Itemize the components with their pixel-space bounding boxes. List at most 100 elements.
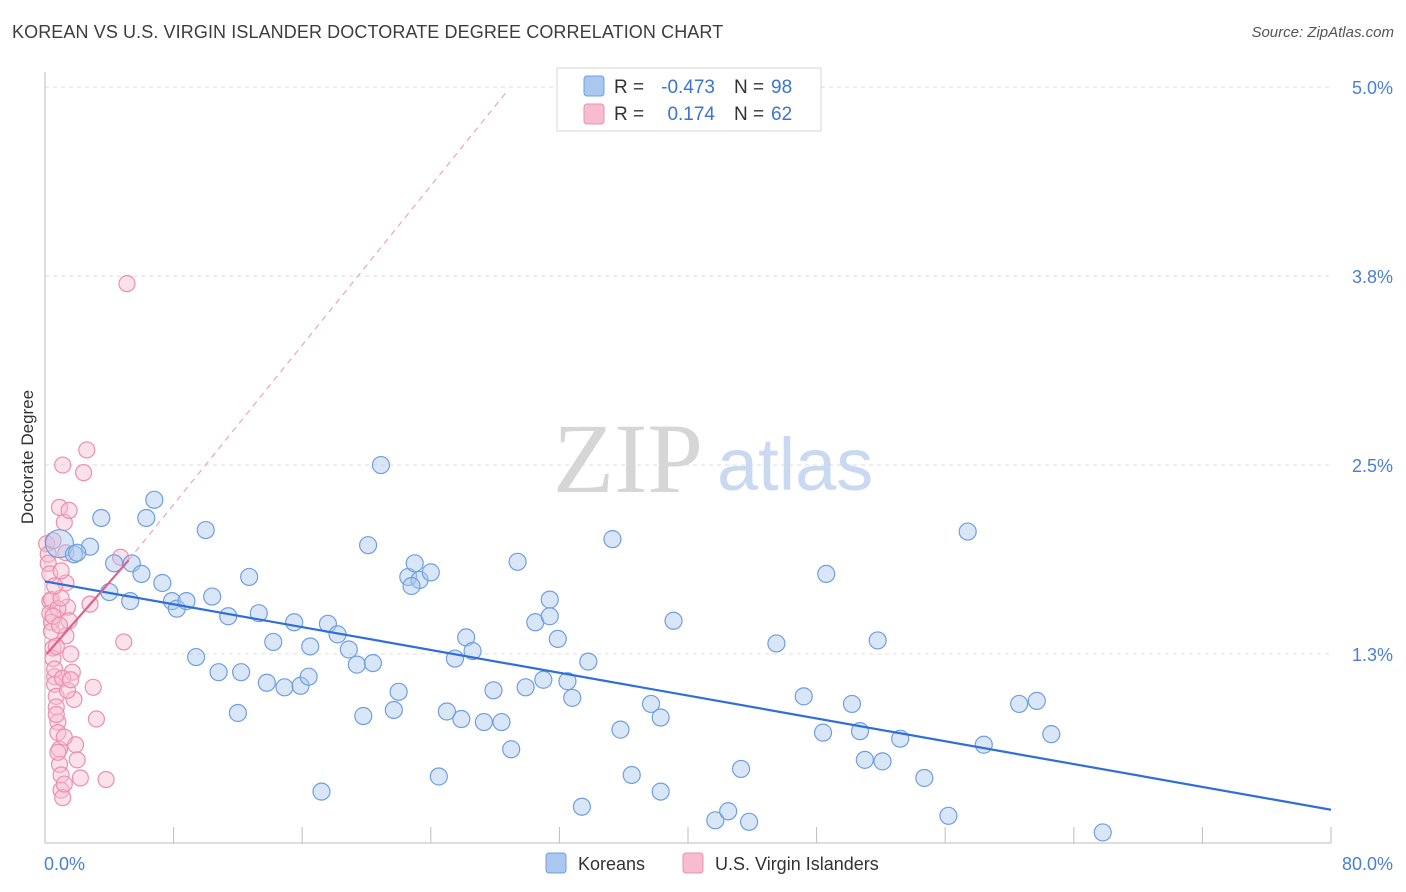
bottom-legend-koreans: Koreans: [578, 854, 645, 874]
virgin-islander-point: [39, 545, 57, 563]
korean-point: [603, 530, 622, 549]
virgin-islander-point: [55, 775, 73, 793]
trend-lines: [44, 89, 1332, 811]
virgin-islander-point: [115, 633, 133, 651]
legend-swatch-virgin: [583, 103, 605, 125]
korean-point: [719, 802, 738, 821]
koreans-trend-line: [44, 580, 1332, 811]
korean-point: [611, 720, 630, 739]
korean-point: [731, 759, 751, 779]
virgin-islander-point: [52, 766, 70, 784]
korean-point: [484, 681, 503, 700]
legend-virgin-n-value: 62: [771, 104, 792, 125]
korean-point: [402, 576, 421, 596]
virgin-islander-point: [68, 751, 86, 769]
virgin-islander-point: [55, 728, 73, 746]
watermark-atlas: atlas: [717, 423, 873, 506]
korean-point: [359, 536, 378, 555]
korean-point: [347, 655, 366, 674]
y-tick-label: 1.3%: [1352, 645, 1393, 665]
koreans-points: [44, 455, 1112, 842]
legend-virgin-r-label: R =: [614, 104, 644, 125]
korean-point: [563, 688, 582, 707]
x-tick-label: 80.0%: [1342, 854, 1393, 874]
korean-point: [558, 672, 577, 691]
legend-swatch-koreans: [583, 75, 605, 97]
korean-point: [767, 634, 786, 653]
korean-point: [132, 564, 151, 584]
korean-point: [492, 712, 511, 732]
bottom-legend-virgin: U.S. Virgin Islanders: [715, 854, 879, 874]
korean-point: [196, 520, 215, 540]
korean-point: [105, 554, 124, 573]
virgin-islander-point: [74, 464, 93, 482]
korean-point: [548, 629, 567, 649]
virgin-islander-point: [47, 637, 65, 656]
korean-point: [275, 678, 294, 697]
korean-point: [813, 723, 833, 742]
y-tick-label: 3.8%: [1352, 267, 1393, 287]
korean-point: [209, 663, 228, 682]
korean-point: [301, 637, 320, 656]
korean-point: [540, 607, 559, 626]
korean-point: [299, 667, 318, 686]
legend-koreans-n-value: 98: [771, 77, 792, 98]
korean-point: [474, 712, 493, 732]
korean-point: [429, 767, 448, 786]
korean-point: [137, 508, 156, 528]
korean-point: [384, 700, 403, 720]
virgin-islander-point: [65, 690, 83, 708]
korean-point: [508, 552, 527, 571]
korean-point: [1042, 725, 1061, 744]
bottom-legend-swatch-koreans: [545, 852, 567, 874]
korean-point: [153, 573, 172, 593]
korean-point: [1093, 823, 1112, 842]
korean-point: [203, 587, 222, 606]
y-axis-label: Doctorate Degree: [18, 390, 37, 524]
korean-point: [651, 782, 670, 801]
virgin-islander-point: [62, 645, 80, 663]
korean-point: [421, 563, 440, 582]
bottom-legend-swatch-virgin: [682, 852, 704, 874]
chart-title: KOREAN VS U.S. VIRGIN ISLANDER DOCTORATE…: [12, 22, 724, 42]
grid-lines: [45, 86, 1331, 655]
virgin-islander-point: [50, 616, 69, 634]
korean-point: [285, 613, 304, 632]
virgin-islander-point: [54, 789, 72, 807]
korean-point: [958, 522, 977, 541]
korean-point: [312, 782, 331, 801]
korean-point: [974, 735, 993, 754]
virgin-islander-point: [60, 501, 78, 520]
tick-labels: 1.3% 2.5% 3.8% 5.0% 0.0% 80.0%: [44, 78, 1393, 874]
korean-point: [622, 765, 641, 785]
korean-point: [240, 567, 259, 587]
korean-point: [572, 797, 592, 816]
korean-point: [817, 564, 836, 584]
korean-point: [641, 694, 661, 714]
korean-point: [92, 508, 111, 528]
virgin-trend-extension: [128, 89, 509, 561]
korean-point: [264, 632, 283, 652]
korean-point: [371, 455, 391, 475]
korean-point: [463, 641, 482, 661]
virgin-islander-point: [44, 532, 62, 550]
korean-point: [664, 611, 683, 630]
korean-point: [706, 811, 725, 830]
korean-point: [68, 543, 87, 562]
virgin-islander-point: [47, 705, 65, 724]
korean-point: [389, 682, 408, 701]
korean-point: [540, 590, 559, 609]
legend-koreans-r-value: -0.473: [661, 77, 715, 98]
virgin-islander-point: [78, 441, 96, 459]
top-legend: R = -0.473 N = 98 R = 0.174 N = 62: [556, 67, 822, 132]
y-tick-label: 2.5%: [1352, 456, 1393, 476]
legend-virgin-n-label: N =: [734, 104, 764, 125]
virgin-islander-point: [57, 627, 75, 645]
virgin-islander-point: [44, 607, 62, 625]
korean-point: [1027, 691, 1046, 710]
virgin-islander-point: [46, 577, 64, 595]
korean-point: [579, 652, 598, 671]
korean-point: [873, 752, 892, 771]
korean-point: [855, 750, 874, 769]
virgin-islander-point: [87, 710, 106, 728]
